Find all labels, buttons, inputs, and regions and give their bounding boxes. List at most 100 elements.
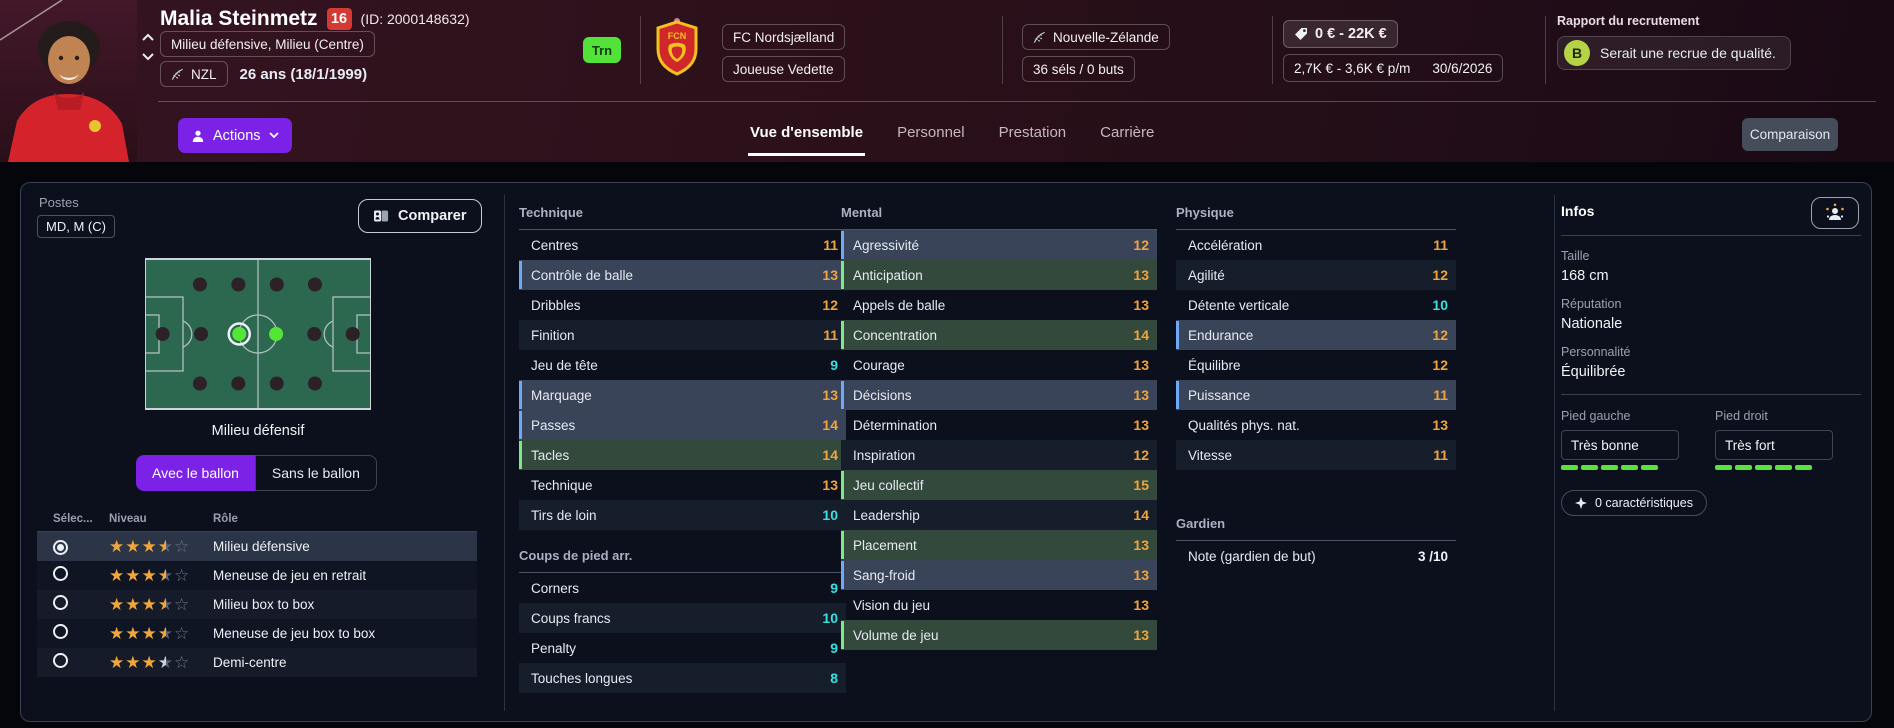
nation-pill[interactable]: Nouvelle-Zélande [1022, 24, 1170, 50]
tab-carrière[interactable]: Carrière [1100, 124, 1155, 141]
foot-strength-segment [1601, 465, 1618, 470]
role-row[interactable]: ★★★★☆ Demi-centre [37, 648, 477, 677]
mental-column: Mental Agressivité 12 Anticipation 13 Appels… [841, 205, 1157, 650]
person-icon [192, 130, 204, 142]
attribute-value: 14 [822, 417, 838, 433]
left-foot-strength-bar [1561, 465, 1679, 470]
role-radio[interactable] [53, 623, 68, 639]
attribute-row: Sang-froid 13 [841, 560, 1157, 590]
star-empty-icon: ☆ [174, 594, 191, 614]
position-dot[interactable] [307, 277, 322, 292]
role-row[interactable]: ★★★★☆ Meneuse de jeu box to box [37, 619, 477, 648]
role-radio[interactable] [53, 539, 68, 555]
attribute-label: Endurance [1188, 327, 1254, 343]
traits-button[interactable]: 0 caractéristiques [1561, 490, 1707, 516]
next-player-button[interactable] [141, 52, 155, 61]
role-table: ★★★★☆ Milieu défensive ★★★★☆ Meneuse de jeu… [37, 531, 477, 677]
scout-analysis-button[interactable] [1811, 197, 1859, 229]
header-divider [1545, 16, 1546, 84]
club-name: FC Nordsjælland [733, 29, 835, 45]
key-attribute-bar [841, 591, 844, 619]
foot-strength-segment [1795, 465, 1812, 470]
goalkeeper-note-row: Note (gardien de but) 3 /10 [1176, 541, 1456, 571]
position-dot[interactable] [155, 327, 170, 341]
attribute-label: Contrôle de balle [531, 267, 634, 283]
role-star-rating: ★★★★☆ [109, 624, 213, 644]
position-dot[interactable] [231, 277, 246, 292]
attribute-value: 11 [1433, 387, 1448, 403]
transfer-value-pill[interactable]: 0 € - 22K € [1283, 20, 1398, 48]
position-dot[interactable] [269, 277, 284, 292]
comparison-button[interactable]: Comparaison [1742, 118, 1838, 151]
attribute-value: 12 [1133, 237, 1149, 253]
attribute-value: 15 [1133, 477, 1149, 493]
role-radio[interactable] [53, 594, 68, 610]
attribute-value: 10 [822, 610, 838, 626]
set-pieces-rows: Corners 9 Coups francs 10 Penalty 9 Touches lo… [519, 573, 846, 693]
position-dot[interactable] [269, 376, 284, 391]
attribute-label: Inspiration [853, 447, 916, 463]
position-dot[interactable] [345, 327, 360, 341]
transfer-value: 0 € - 22K € [1315, 26, 1387, 42]
position-dot[interactable] [192, 376, 207, 391]
attribute-value: 12 [1432, 357, 1448, 373]
training-badge[interactable]: Trn [583, 37, 621, 63]
key-attribute-bar [841, 411, 844, 439]
attribute-value: 8 [830, 670, 838, 686]
foot-strength-segment [1715, 465, 1732, 470]
position-dot[interactable] [194, 327, 209, 341]
tab-personnel[interactable]: Personnel [897, 124, 965, 141]
position-dot[interactable] [192, 277, 207, 292]
club-crest[interactable]: FCN [654, 17, 700, 77]
actions-button[interactable]: Actions [178, 118, 292, 153]
key-attribute-bar [841, 441, 844, 469]
position-dot[interactable] [307, 376, 322, 391]
star-full-icon: ★ [125, 536, 142, 556]
attribute-label: Jeu de tête [531, 357, 598, 373]
key-attribute-bar [1176, 411, 1179, 439]
position-dot[interactable] [231, 376, 246, 391]
scout-report-pill[interactable]: B Serait une recrue de qualité. [1557, 36, 1791, 70]
key-attribute-bar [841, 261, 844, 289]
right-foot-strength-bar [1715, 465, 1833, 470]
header-divider [1272, 16, 1273, 84]
role-row[interactable]: ★★★★☆ Milieu défensive [37, 532, 477, 561]
foot-strength-segment [1561, 465, 1578, 470]
role-header-role: Rôle [213, 513, 238, 525]
tab-vue-d-ensemble[interactable]: Vue d'ensemble [748, 112, 866, 156]
without-ball-toggle[interactable]: Sans le ballon [254, 455, 377, 491]
club-name-pill[interactable]: FC Nordsjælland [722, 24, 846, 50]
key-attribute-bar [841, 531, 844, 559]
role-radio[interactable] [53, 565, 68, 581]
with-ball-toggle[interactable]: Avec le ballon [136, 455, 255, 491]
previous-player-button[interactable] [141, 33, 155, 42]
attribute-value: 12 [1432, 267, 1448, 283]
role-row[interactable]: ★★★★☆ Milieu box to box [37, 590, 477, 619]
attribute-label: Qualités phys. nat. [1188, 417, 1300, 433]
star-full-icon: ★ [141, 652, 158, 672]
attribute-value: 13 [1133, 597, 1149, 613]
attribute-label: Jeu collectif [853, 477, 924, 493]
position-dot-selected[interactable] [232, 327, 247, 341]
attribute-row: Jeu collectif 15 [841, 470, 1157, 500]
position-dot[interactable] [307, 327, 322, 341]
star-full-icon: ★ [109, 536, 126, 556]
attribute-label: Agilité [1188, 267, 1225, 283]
position-dot-secondary[interactable] [269, 327, 284, 341]
star-half-icon: ★ [157, 536, 174, 556]
attribute-label: Finition [531, 327, 575, 343]
tab-prestation[interactable]: Prestation [998, 124, 1067, 141]
key-attribute-bar [841, 351, 844, 379]
attribute-row: Technique 13 [519, 470, 846, 500]
attribute-value: 13 [1133, 387, 1149, 403]
nation-code-pill[interactable]: NZL [160, 61, 228, 87]
role-radio[interactable] [53, 652, 68, 668]
compare-button[interactable]: Comparer [358, 199, 482, 233]
key-attribute-bar [1176, 291, 1179, 319]
attribute-row: Endurance 12 [1176, 320, 1456, 350]
key-attribute-bar [1176, 261, 1179, 289]
attribute-value: 11 [1433, 237, 1448, 253]
star-full-icon: ★ [109, 594, 126, 614]
role-row[interactable]: ★★★★☆ Meneuse de jeu en retrait [37, 561, 477, 590]
attribute-label: Puissance [1188, 387, 1251, 403]
